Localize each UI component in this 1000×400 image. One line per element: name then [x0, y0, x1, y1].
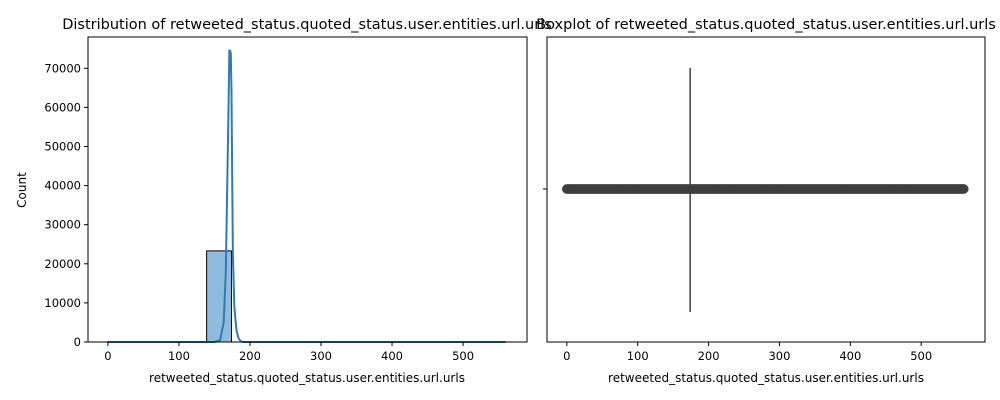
histogram-plot-area: 0 100 200 300 400 500 0 10000 20000 30000 40000 500…: [44, 36, 528, 363]
x-tick-label: 400: [381, 349, 403, 363]
histogram-bar: [206, 250, 232, 343]
boxplot-panel: Boxplot of retweeted_status.quoted_statu…: [536, 17, 996, 385]
boxplot-title: Boxplot of retweeted_status.quoted_statu…: [536, 17, 996, 33]
outlier-point: [958, 184, 969, 194]
x-tick-label: 500: [452, 349, 474, 363]
x-tick-label: 400: [839, 349, 861, 363]
y-tick-label: 70000: [44, 61, 81, 75]
y-tick-label: 30000: [44, 218, 81, 232]
x-tick-label: 100: [627, 349, 649, 363]
boxplot-plot-area: 0 100 200 300 400 500: [543, 36, 986, 363]
y-tick-label: 50000: [44, 139, 81, 153]
x-tick-label: 0: [104, 349, 111, 363]
histogram-panel: Distribution of retweeted_status.quoted_…: [15, 17, 552, 385]
histogram-title: Distribution of retweeted_status.quoted_…: [62, 17, 552, 33]
x-tick-label: 200: [239, 349, 261, 363]
kde-curve: [107, 49, 506, 343]
y-tick-label: 40000: [44, 179, 81, 193]
x-tick-label: 300: [310, 349, 332, 363]
x-tick-label: 0: [563, 349, 570, 363]
histogram-y-axis-label: Count: [15, 172, 29, 208]
y-tick-label: 0: [74, 335, 81, 349]
x-tick-label: 300: [768, 349, 790, 363]
x-tick-label: 100: [168, 349, 190, 363]
histogram-axes-frame: [87, 36, 528, 343]
y-tick-label: 60000: [44, 100, 81, 114]
histogram-x-axis-label: retweeted_status.quoted_status.user.enti…: [149, 371, 465, 385]
x-tick-label: 200: [698, 349, 720, 363]
boxplot-x-axis-label: retweeted_status.quoted_status.user.enti…: [608, 371, 924, 385]
x-tick-label: 500: [910, 349, 932, 363]
y-tick-label: 20000: [44, 257, 81, 271]
y-tick-label: 10000: [44, 296, 81, 310]
